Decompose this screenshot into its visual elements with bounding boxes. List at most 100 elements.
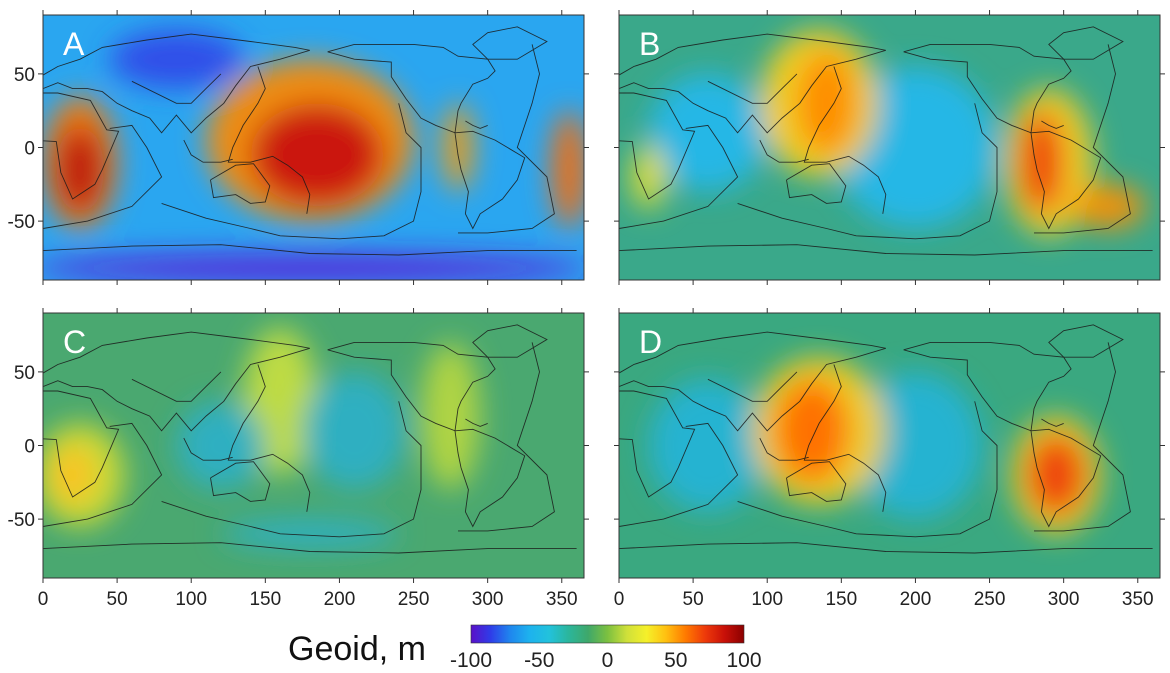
boundary-line bbox=[619, 331, 886, 432]
geoid-anomaly-blob bbox=[796, 51, 857, 155]
panel-d: 0 50 100 150 200 250 300 350 D bbox=[614, 308, 1165, 610]
boundary-line bbox=[227, 364, 311, 512]
colorbar-tick-label: -100 bbox=[450, 649, 492, 672]
geoid-anomaly-blob bbox=[1071, 184, 1146, 229]
boundary-line bbox=[43, 422, 163, 527]
panel-c: 0 50 100 150 200 250 300 350 50 0 -50 C bbox=[8, 308, 589, 610]
boundary-line bbox=[903, 43, 1072, 134]
colorbar-ticks: -100 -50 0 50 100 bbox=[450, 649, 762, 672]
x-tick-label: 0 bbox=[614, 589, 625, 610]
coastlines-and-plate-boundaries bbox=[43, 26, 577, 256]
colorbar-gradient bbox=[470, 624, 745, 644]
boundary-line bbox=[161, 103, 422, 240]
boundary-line bbox=[619, 542, 1153, 554]
boundary-line bbox=[227, 66, 311, 214]
x-tick-label: 100 bbox=[175, 589, 207, 610]
x-tick-label: 0 bbox=[38, 589, 49, 610]
boundary-line bbox=[1048, 26, 1124, 60]
geoid-anomaly-blob bbox=[302, 371, 407, 490]
boundary-line bbox=[454, 428, 526, 528]
boundary-line bbox=[458, 44, 555, 234]
boundary-line bbox=[183, 437, 233, 461]
geoid-anomaly-blob bbox=[551, 110, 584, 229]
panel-label: B bbox=[639, 26, 660, 62]
x-tick-label: 50 bbox=[107, 589, 128, 610]
boundary-line bbox=[619, 244, 1153, 256]
coastlines-and-plate-boundaries bbox=[619, 324, 1153, 554]
geoid-anomaly-blob bbox=[1019, 110, 1064, 214]
boundary-line bbox=[1041, 120, 1064, 129]
boundary-line bbox=[1030, 428, 1102, 528]
geoid-anomaly-blob bbox=[43, 253, 584, 280]
panel-label: D bbox=[639, 324, 662, 360]
x-tick-label: 100 bbox=[751, 589, 783, 610]
boundary-line bbox=[210, 163, 271, 204]
coastlines-and-plate-boundaries bbox=[43, 324, 577, 554]
geoid-anomaly-field bbox=[43, 327, 481, 549]
boundary-line bbox=[43, 124, 163, 229]
x-tick-label: 350 bbox=[546, 589, 578, 610]
boundary-line bbox=[619, 92, 696, 200]
boundary-line bbox=[183, 139, 233, 163]
boundary-line bbox=[803, 364, 887, 512]
y-tick-label: -50 bbox=[8, 212, 35, 233]
x-tick-label: 300 bbox=[1048, 589, 1080, 610]
boundary-line bbox=[786, 461, 847, 502]
y-tick-label: 0 bbox=[24, 139, 35, 160]
boundary-line bbox=[619, 124, 739, 229]
x-tick-label: 350 bbox=[1122, 589, 1154, 610]
boundary-line bbox=[210, 461, 271, 502]
geoid-anomaly-blob bbox=[1026, 433, 1086, 517]
boundary-line bbox=[454, 130, 526, 230]
boundary-line bbox=[465, 418, 488, 427]
geoid-anomaly-blob bbox=[630, 144, 667, 210]
geoid-anomaly-blob bbox=[56, 125, 104, 214]
boundary-line bbox=[43, 33, 310, 134]
geoid-anomaly-field bbox=[630, 29, 1146, 236]
colorbar-tick-label: -50 bbox=[524, 649, 554, 672]
coastlines-and-plate-boundaries bbox=[619, 26, 1153, 256]
boundary-line bbox=[759, 139, 809, 163]
geoid-anomaly-blob bbox=[648, 73, 768, 192]
x-tick-label: 300 bbox=[472, 589, 504, 610]
boundary-line bbox=[327, 43, 496, 134]
colorbar-tick-label: 0 bbox=[602, 649, 614, 672]
geoid-anomaly-blob bbox=[774, 379, 849, 483]
boundary-line bbox=[43, 244, 577, 256]
x-tick-label: 200 bbox=[324, 589, 356, 610]
panel-a: 50 0 -50 A bbox=[8, 10, 589, 285]
geoid-anomaly-blob bbox=[220, 519, 399, 549]
colorbar-title: Geoid, m bbox=[288, 630, 426, 668]
x-tick-label: 150 bbox=[825, 589, 857, 610]
x-tick-label: 250 bbox=[974, 589, 1006, 610]
boundary-line bbox=[1030, 130, 1102, 230]
boundary-line bbox=[737, 103, 998, 240]
boundary-line bbox=[43, 390, 120, 498]
panel-map-area bbox=[619, 313, 1160, 578]
y-tick-label: 0 bbox=[24, 437, 35, 458]
boundary-line bbox=[759, 437, 809, 461]
panel-map-area bbox=[43, 15, 584, 280]
x-tick-label: 150 bbox=[249, 589, 281, 610]
boundary-line bbox=[707, 73, 798, 104]
boundary-line bbox=[707, 371, 798, 402]
boundary-line bbox=[1048, 324, 1124, 358]
panel-label: A bbox=[63, 26, 85, 62]
boundary-line bbox=[619, 390, 696, 498]
y-tick-label: -50 bbox=[8, 510, 35, 531]
geoid-anomaly-field bbox=[648, 357, 1101, 534]
boundary-line bbox=[619, 422, 739, 527]
x-tick-label: 200 bbox=[900, 589, 932, 610]
y-tick-label: 50 bbox=[14, 65, 35, 86]
boundary-line bbox=[619, 33, 886, 134]
panels-layer: 50 0 -50 A B 0 50 100 150 200 250 300 350 50 0 -50 C 0 50 1… bbox=[8, 10, 1165, 610]
geoid-anomaly-field bbox=[43, 29, 584, 280]
boundary-line bbox=[472, 324, 548, 358]
boundary-line bbox=[458, 342, 555, 532]
boundary-line bbox=[803, 66, 887, 214]
geoid-anomaly-blob bbox=[176, 401, 266, 490]
boundary-line bbox=[903, 341, 1072, 432]
boundary-line bbox=[1041, 418, 1064, 427]
boundary-line bbox=[43, 331, 310, 432]
